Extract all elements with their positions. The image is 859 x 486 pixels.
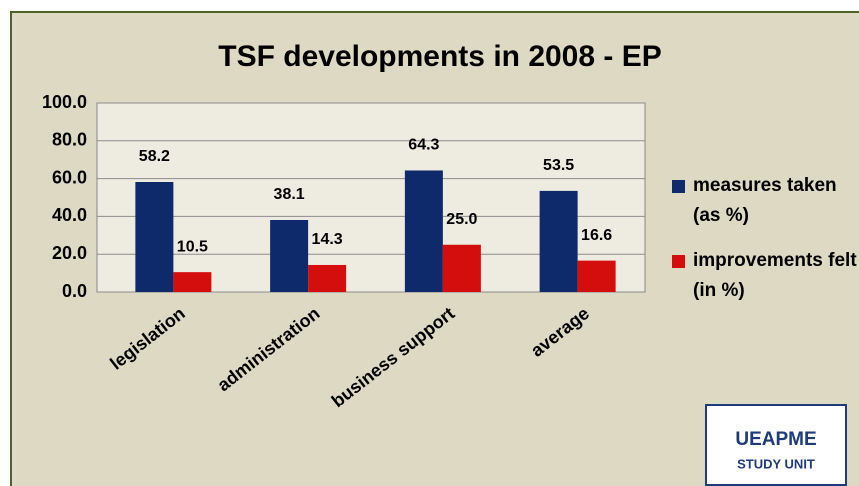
data-label: 53.5 [543, 157, 574, 174]
bar [270, 219, 309, 292]
legend-label: improvements felt (in %) [693, 250, 857, 301]
logo-box [705, 404, 847, 486]
y-tick-label: 0.0 [62, 281, 87, 301]
legend-label: measures taken (as %) [693, 175, 837, 226]
data-label: 16.6 [581, 227, 612, 244]
logo-subtitle: STUDY UNIT [737, 456, 815, 471]
data-label: 64.3 [408, 137, 439, 154]
data-label: 10.5 [177, 238, 208, 255]
bar [577, 260, 616, 292]
data-label: 58.2 [139, 148, 170, 165]
bar [404, 170, 443, 292]
data-label: 25.0 [446, 211, 477, 228]
bar [442, 244, 481, 292]
legend-swatch [672, 180, 685, 193]
legend-swatch [672, 255, 685, 268]
data-label: 38.1 [274, 186, 305, 203]
logo-title: UEAPME [735, 429, 816, 450]
y-tick-label: 40.0 [52, 205, 87, 225]
bar [135, 182, 174, 292]
bar [173, 272, 212, 292]
y-tick-label: 20.0 [52, 243, 87, 263]
chart-title: TSF developments in 2008 - EP [218, 40, 661, 73]
y-tick-label: 80.0 [52, 130, 87, 150]
bar [539, 190, 578, 292]
data-label: 14.3 [312, 231, 343, 248]
bar [308, 264, 347, 292]
y-tick-label: 100.0 [42, 92, 87, 112]
y-tick-label: 60.0 [52, 167, 87, 187]
logo: UEAPME STUDY UNIT [705, 404, 847, 486]
